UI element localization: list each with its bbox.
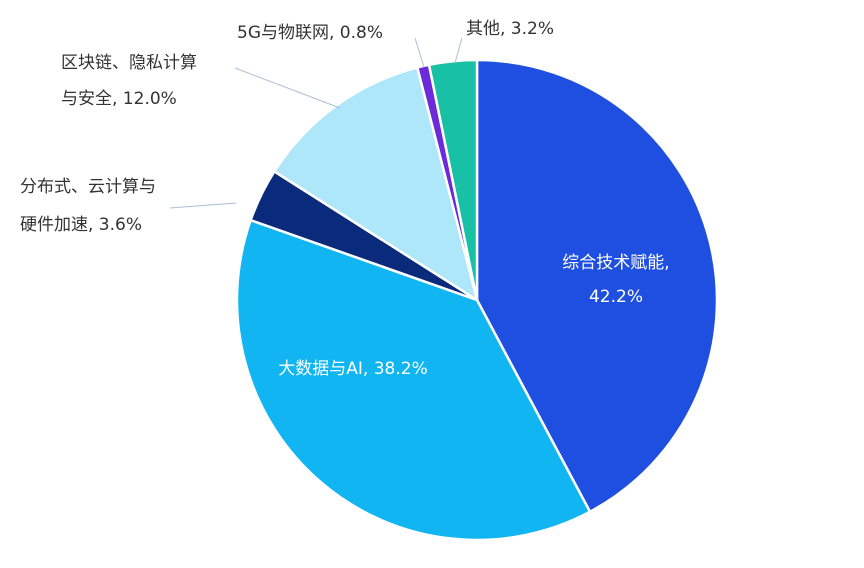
leader-line-fenbushi-yunjisuan — [169, 202, 237, 209]
label-qita: 其他, 3.2% — [466, 19, 554, 39]
label-line: 区块链、隐私计算 — [61, 53, 197, 73]
label-line: 其他, 3.2% — [466, 19, 554, 39]
label-line: 42.2% — [589, 287, 643, 307]
leader-line-5g-wulianwang — [414, 37, 425, 68]
label-fenbushi-yunjisuan: 分布式、云计算与硬件加速, 3.6% — [20, 177, 156, 235]
label-line: 大数据与AI, 38.2% — [278, 359, 427, 379]
leader-line-qukuailian-yinsi — [234, 67, 341, 109]
leaders-layer — [169, 37, 463, 209]
slice-dashuju-ai — [235, 218, 592, 542]
slice-zonghe-jishu-funeng — [475, 58, 719, 513]
label-line: 综合技术赋能, — [562, 253, 669, 273]
label-qukuailian-yinsi: 区块链、隐私计算与安全, 12.0% — [61, 53, 197, 109]
label-line: 与安全, 12.0% — [61, 89, 177, 109]
slices-layer — [235, 58, 719, 542]
label-zonghe-jishu-funeng: 综合技术赋能, 42.2% — [562, 253, 669, 307]
label-5g-wulianwang: 5G与物联网, 0.8% — [237, 23, 383, 43]
slice-qukuailian-yinsi — [273, 66, 479, 302]
label-line: 5G与物联网, 0.8% — [237, 23, 383, 43]
label-line: 硬件加速, 3.6% — [20, 215, 142, 235]
label-dashuju-ai: 大数据与AI, 38.2% — [278, 359, 427, 379]
label-line: 分布式、云计算与 — [20, 177, 156, 197]
slice-qita — [427, 58, 479, 302]
leader-line-qita — [454, 37, 463, 64]
labels-layer: 综合技术赋能, 42.2% 大数据与AI, 38.2% 分布式、云计算与硬件加速, 3… — [20, 19, 670, 379]
